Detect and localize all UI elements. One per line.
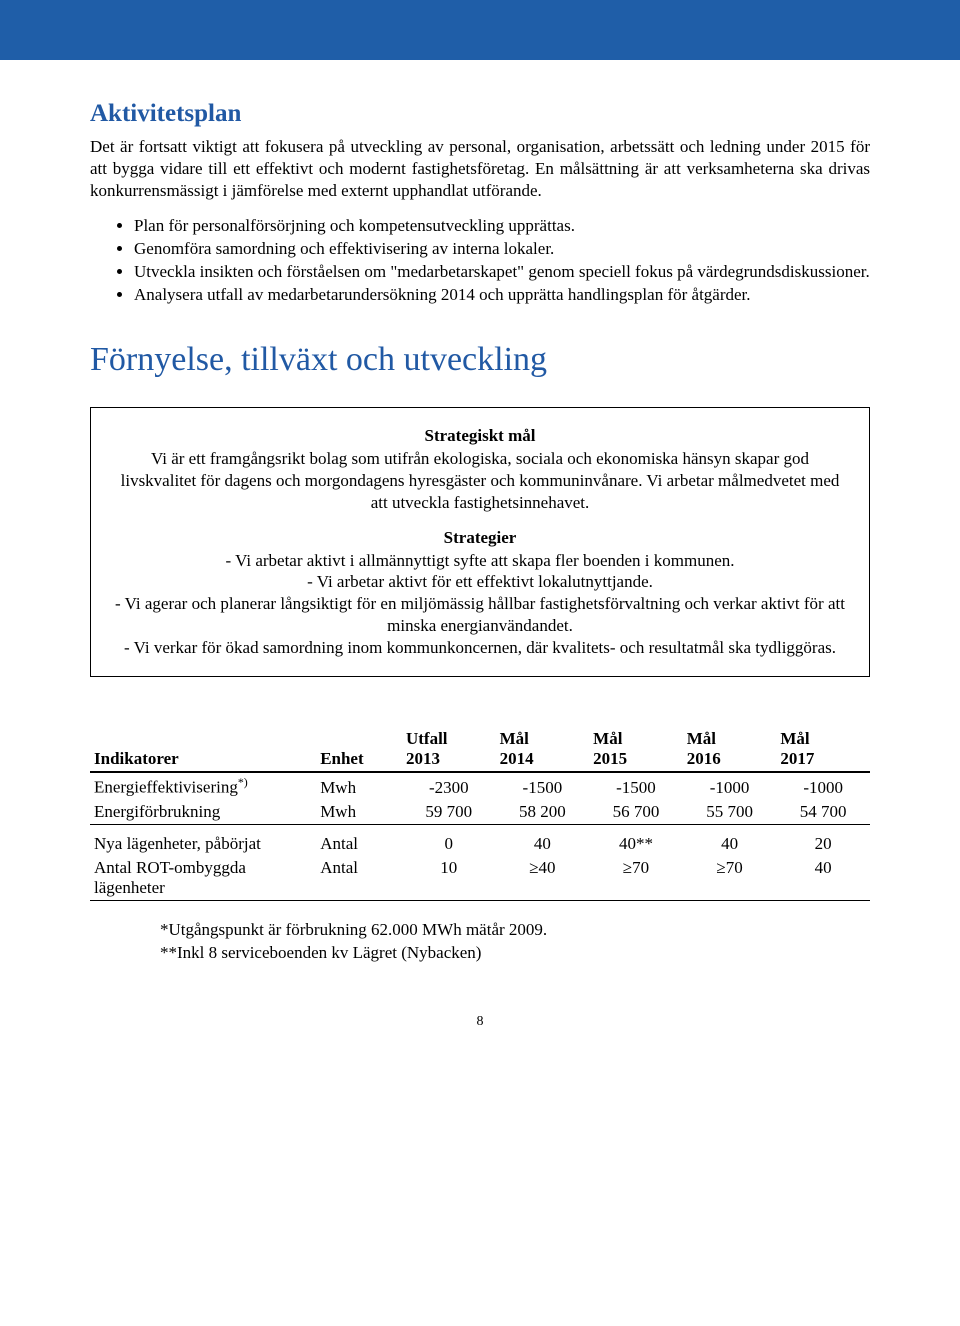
cell-value: -1500	[589, 773, 683, 800]
cell-value: ≥70	[683, 856, 777, 900]
cell-value: 54 700	[776, 800, 870, 824]
cell-value: -1000	[683, 773, 777, 800]
cell-enhet: Antal	[316, 856, 402, 900]
cell-label: Energiförbrukning	[90, 800, 316, 824]
footnotes: *Utgångspunkt är förbrukning 62.000 MWh …	[90, 919, 870, 963]
th-mal-2014: Mål 2014	[496, 727, 590, 772]
header-bar	[0, 0, 960, 60]
page-content: Aktivitetsplan Det är fortsatt viktigt a…	[0, 60, 960, 1070]
table-row: Energieffektivisering*) Mwh -2300 -1500 …	[90, 773, 870, 800]
goal-heading: Strategiskt mål	[113, 426, 847, 446]
cell-value: 40	[776, 856, 870, 900]
th-utfall-2013: Utfall 2013	[402, 727, 496, 772]
cell-value: 56 700	[589, 800, 683, 824]
th-indikatorer: Indikatorer	[90, 727, 316, 772]
cell-label: Nya lägenheter, påbörjat	[90, 832, 316, 856]
table-row: Energiförbrukning Mwh 59 700 58 200 56 7…	[90, 800, 870, 824]
section-title-fornyelse: Förnyelse, tillväxt och utveckling	[90, 341, 870, 379]
cell-value: 55 700	[683, 800, 777, 824]
cell-value: ≥40	[496, 856, 590, 900]
page-number: 8	[90, 1014, 870, 1030]
cell-value: -1500	[496, 773, 590, 800]
cell-label: Antal ROT-ombyggda lägenheter	[90, 856, 316, 900]
table-row: Nya lägenheter, påbörjat Antal 0 40 40**…	[90, 832, 870, 856]
footnote-line: **Inkl 8 serviceboenden kv Lägret (Nybac…	[160, 942, 870, 964]
footnote-line: *Utgångspunkt är förbrukning 62.000 MWh …	[160, 919, 870, 941]
cell-enhet: Mwh	[316, 773, 402, 800]
section1-bullets: Plan för personalförsörjning och kompete…	[90, 215, 870, 305]
bullet-item: Genomföra samordning och effektivisering…	[134, 238, 870, 260]
cell-label: Energieffektivisering*)	[90, 773, 316, 800]
bullet-item: Utveckla insikten och förståelsen om "me…	[134, 261, 870, 283]
cell-value: 40	[683, 832, 777, 856]
cell-value: -1000	[776, 773, 870, 800]
th-enhet: Enhet	[316, 727, 402, 772]
cell-value: 40	[496, 832, 590, 856]
section-title-aktivitetsplan: Aktivitetsplan	[90, 100, 870, 128]
cell-value: 58 200	[496, 800, 590, 824]
section1-paragraph: Det är fortsatt viktigt att fokusera på …	[90, 136, 870, 201]
cell-value: 59 700	[402, 800, 496, 824]
bullet-item: Analysera utfall av medarbetarundersökni…	[134, 284, 870, 306]
bullet-item: Plan för personalförsörjning och kompete…	[134, 215, 870, 237]
cell-value: 20	[776, 832, 870, 856]
table-header-row: Indikatorer Enhet Utfall 2013 Mål 2014 M…	[90, 727, 870, 772]
indicators-table: Indikatorer Enhet Utfall 2013 Mål 2014 M…	[90, 727, 870, 901]
strategies-text: - Vi arbetar aktivt i allmännyttigt syft…	[113, 550, 847, 659]
cell-value: 10	[402, 856, 496, 900]
cell-value: ≥70	[589, 856, 683, 900]
table-row: Antal ROT-ombyggda lägenheter Antal 10 ≥…	[90, 856, 870, 900]
strategy-box: Strategiskt mål Vi är ett framgångsrikt …	[90, 407, 870, 677]
cell-enhet: Mwh	[316, 800, 402, 824]
cell-value: 40**	[589, 832, 683, 856]
th-mal-2016: Mål 2016	[683, 727, 777, 772]
th-mal-2015: Mål 2015	[589, 727, 683, 772]
cell-value: -2300	[402, 773, 496, 800]
th-mal-2017: Mål 2017	[776, 727, 870, 772]
goal-text: Vi är ett framgångsrikt bolag som utifrå…	[113, 448, 847, 513]
cell-enhet: Antal	[316, 832, 402, 856]
strategies-heading: Strategier	[113, 528, 847, 548]
cell-value: 0	[402, 832, 496, 856]
